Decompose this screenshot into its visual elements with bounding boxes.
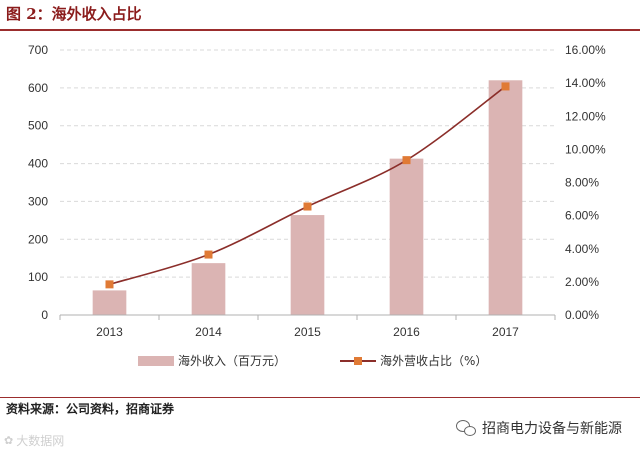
legend-line-marker <box>354 357 362 365</box>
y2-tick-label: 12.00% <box>565 109 606 123</box>
figure-title: 图 2：海外收入占比 <box>6 5 142 23</box>
y-tick-label: 600 <box>28 81 48 95</box>
legend-bar-swatch <box>138 356 174 366</box>
ratio-marker <box>501 82 510 91</box>
top-divider <box>0 29 640 31</box>
watermark-logo-icon: ✿ <box>4 434 14 447</box>
watermark: ✿ 大数据网 <box>4 432 64 449</box>
ratio-markers <box>105 82 510 289</box>
ratio-marker <box>402 156 411 165</box>
bar <box>290 215 325 315</box>
y-tick-label: 0 <box>41 308 48 322</box>
y-tick-label: 500 <box>28 119 48 133</box>
watermark-text: 大数据网 <box>16 434 65 448</box>
bar <box>191 263 226 315</box>
x-tick-label: 2017 <box>492 325 519 339</box>
wechat-icon <box>456 420 476 436</box>
legend-line-label: 海外营收占比（%） <box>380 353 487 368</box>
y-tick-label: 700 <box>28 43 48 57</box>
y2-tick-label: 2.00% <box>565 275 599 289</box>
bars <box>92 80 523 316</box>
wechat-account: 招商电力设备与新能源 <box>456 418 622 438</box>
bar <box>389 158 424 315</box>
ratio-marker <box>105 280 114 289</box>
y2-tick-label: 8.00% <box>565 176 599 190</box>
x-tick-label: 2014 <box>195 325 222 339</box>
bar <box>92 290 127 315</box>
right-axis-ticks: 0.00% 2.00% 4.00% 6.00% 8.00% 10.00% 12.00% 14.… <box>565 43 606 322</box>
y2-tick-label: 0.00% <box>565 308 599 322</box>
y-tick-label: 100 <box>28 270 48 284</box>
legend-bar-label: 海外收入（百万元） <box>178 353 286 368</box>
ratio-marker <box>303 202 312 211</box>
y2-tick-label: 16.00% <box>565 43 606 57</box>
left-axis-ticks: 0 100 200 300 400 500 600 700 <box>28 43 48 322</box>
y-tick-label: 400 <box>28 157 48 171</box>
y-tick-label: 300 <box>28 194 48 208</box>
legend: 海外收入（百万元） 海外营收占比（%） <box>138 353 487 368</box>
y2-tick-label: 4.00% <box>565 242 599 256</box>
overseas-revenue-chart: 0 100 200 300 400 500 600 700 0.00% 2.00% 4.00% 6.… <box>28 43 606 368</box>
x-tick-label: 2016 <box>393 325 420 339</box>
x-tick-label: 2015 <box>294 325 321 339</box>
y2-tick-label: 6.00% <box>565 209 599 223</box>
y2-tick-label: 10.00% <box>565 142 606 156</box>
ratio-marker <box>204 250 213 259</box>
wechat-account-label: 招商电力设备与新能源 <box>482 421 622 437</box>
y2-tick-label: 14.00% <box>565 76 606 90</box>
bar <box>488 80 523 316</box>
source-note: 资料来源：公司资料，招商证券 <box>6 402 175 416</box>
y-tick-label: 200 <box>28 232 48 246</box>
bottom-divider <box>0 397 640 398</box>
x-tick-label: 2013 <box>96 325 123 339</box>
axes <box>59 314 556 320</box>
x-axis-ticks: 2013 2014 2015 2016 2017 <box>96 325 519 339</box>
